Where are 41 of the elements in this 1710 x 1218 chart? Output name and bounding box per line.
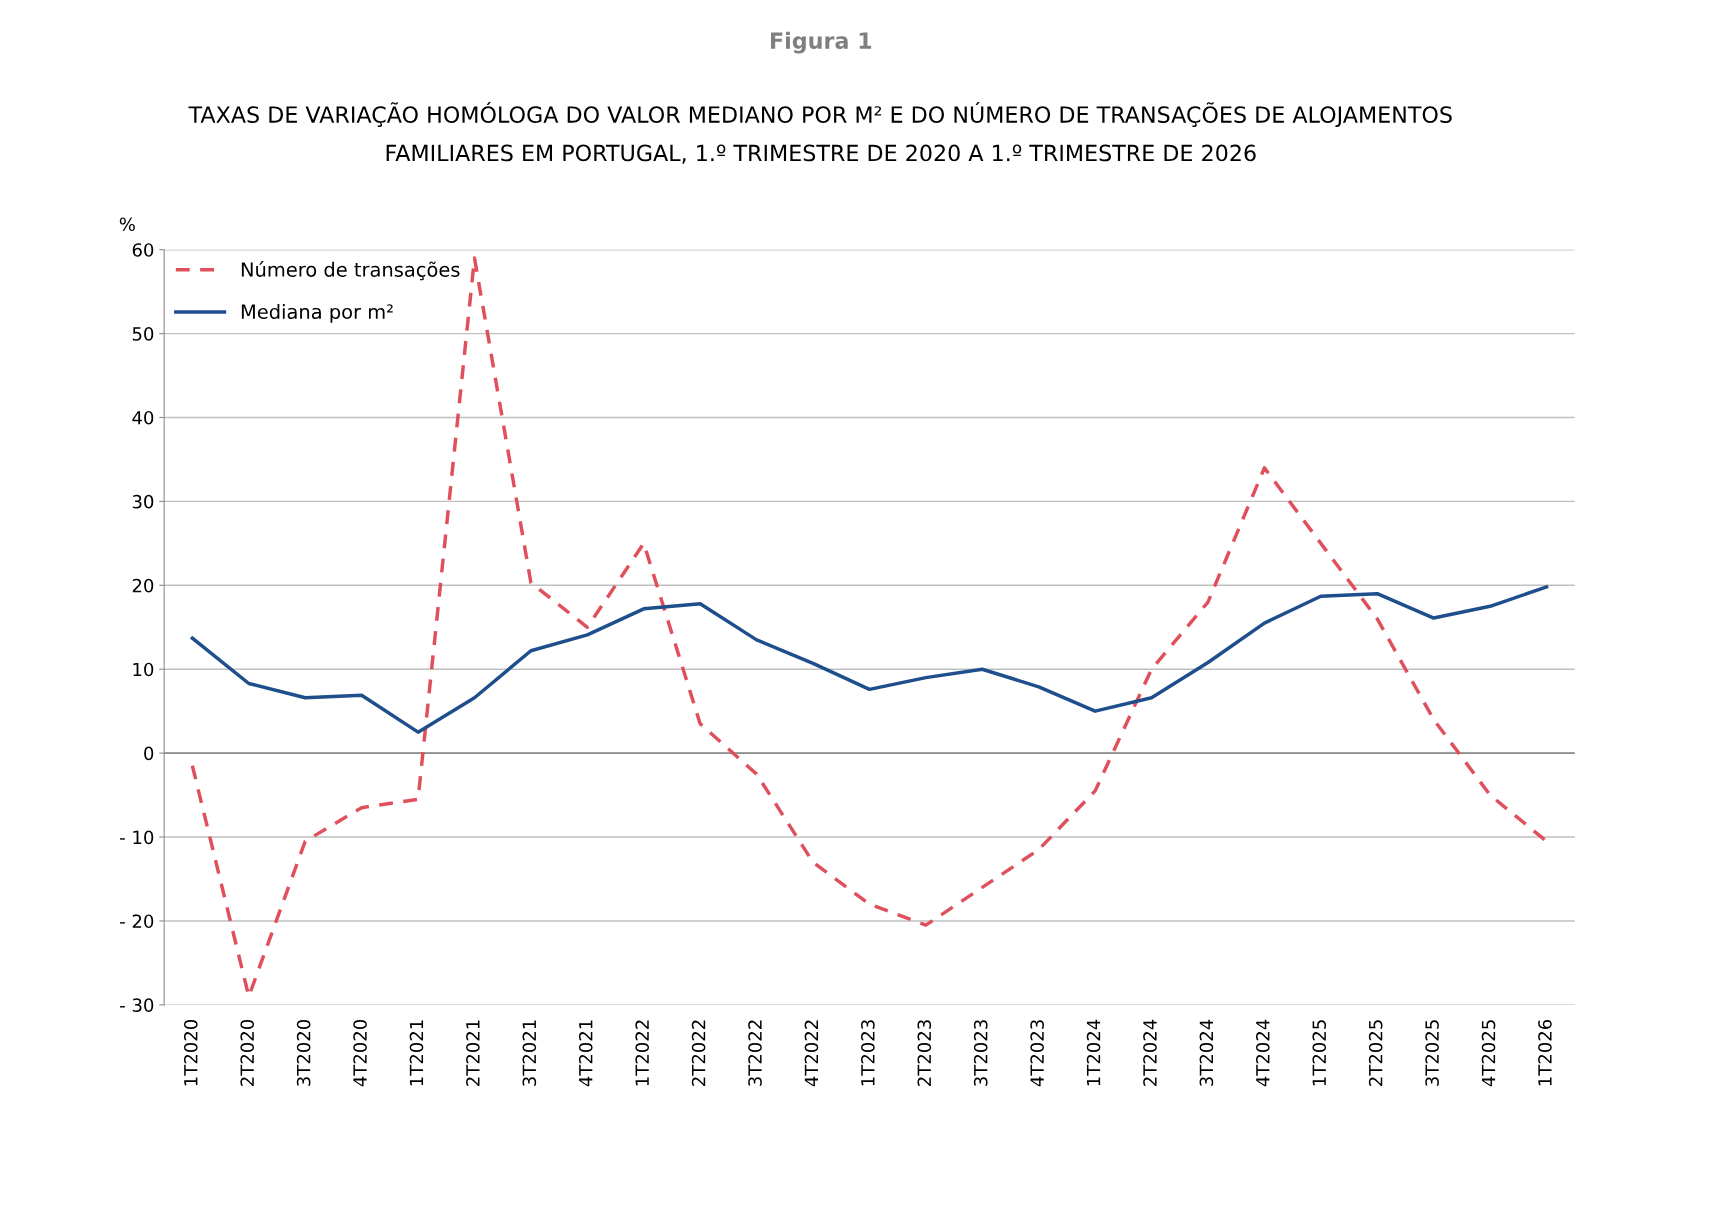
line-series <box>190 585 1549 734</box>
x-tick-label: 3T2022 <box>748 1020 762 1086</box>
x-tick-label: 4T2023 <box>1030 1020 1044 1087</box>
x-tick-label: 2T2023 <box>917 1020 932 1086</box>
x-tick-label: 1T2020 <box>183 1019 198 1086</box>
x-tick-label: 3T2020 <box>296 1019 311 1086</box>
x-tick-label: 2T2020 <box>240 1019 255 1086</box>
y-axis-title: % <box>119 217 135 232</box>
x-tick-label: 1T2025 <box>1312 1020 1327 1086</box>
legend-label: Número de transações <box>241 261 460 281</box>
chart-title: Figura 1 <box>771 31 872 54</box>
legend-label: Mediana por m² <box>241 303 393 323</box>
chart-subtitle: TAXAS DE VARIAÇÃO HOMÓLOGA DO VALOR MEDIANO POR M² E DO NÚMERO DE TRANSAÇÕES DE ALOJAMENTOS FAMILIARES EM PORTUGAL, 1.º TRIMESTRE DE 2020 A 1.º TRIMESTRE DE 2026 <box>188 102 1452 164</box>
x-tick-label: 4T2021 <box>578 1020 593 1087</box>
x-tick-label: 2T2022 <box>691 1020 706 1086</box>
x-tick-label: 2T2021 <box>466 1020 480 1086</box>
y-tick-label: 60 <box>132 243 154 257</box>
x-tick-label: 1T2026 <box>1538 1019 1552 1086</box>
y-tick-label: 50 <box>132 327 154 341</box>
x-tick-label: 4T2024 <box>1255 1019 1270 1087</box>
x-tick-label: 1T2023 <box>861 1020 875 1086</box>
y-tick-label: 0 <box>144 746 154 761</box>
x-tick-label: 1T2022 <box>635 1020 649 1086</box>
x-tick-label: 4T2022 <box>804 1020 819 1087</box>
y-tick-label: 30 <box>132 494 154 509</box>
y-tick-label: - 30 <box>120 998 154 1012</box>
y-tick-label: - 20 <box>120 914 154 929</box>
x-tick-label: 3T2023 <box>973 1020 988 1086</box>
y-tick-label: 40 <box>132 410 154 425</box>
y-tick-label: - 10 <box>120 830 154 845</box>
x-tick-label: 2T2025 <box>1368 1020 1383 1086</box>
y-tick-label: 10 <box>133 662 154 677</box>
x-tick-label: 3T2025 <box>1425 1020 1439 1086</box>
x-tick-label: 2T2024 <box>1143 1019 1157 1086</box>
x-tick-label: 3T2021 <box>522 1020 537 1086</box>
x-tick-label: 4T2020 <box>353 1019 367 1087</box>
x-tick-label: 4T2025 <box>1481 1020 1496 1087</box>
x-tick-label: 3T2024 <box>1199 1019 1214 1086</box>
x-tick-label: 1T2024 <box>1086 1019 1101 1086</box>
x-tick-label: 1T2021 <box>409 1020 424 1086</box>
y-tick-label: 20 <box>132 578 154 593</box>
